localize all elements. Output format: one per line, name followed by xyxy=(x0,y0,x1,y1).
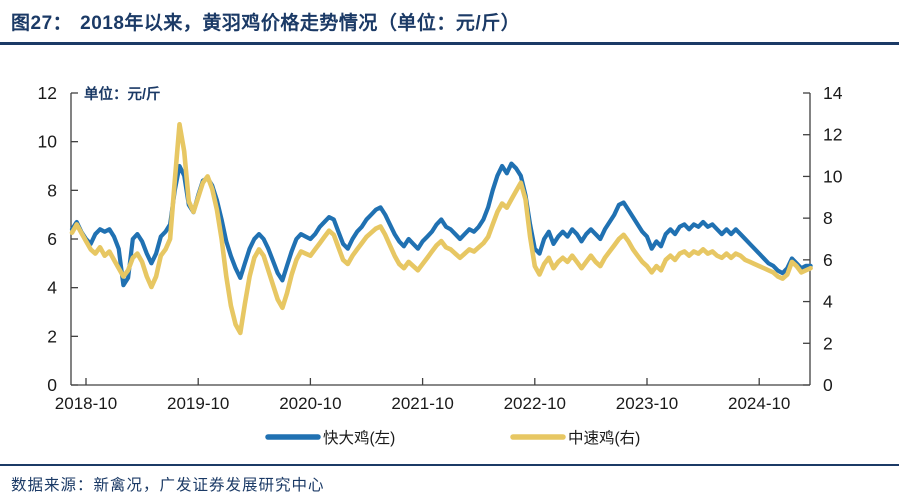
figure-title-bar: 图27： 2018年以来，黄羽鸡价格走势情况（单位：元/斤） xyxy=(0,0,899,35)
y-left-tick-label: 2 xyxy=(47,326,57,346)
y-right-tick-label: 6 xyxy=(823,250,833,270)
unit-label: 单位：元/斤 xyxy=(84,85,161,103)
figure-label: 图27： xyxy=(11,13,73,34)
legend-label-fast-big-chicken: 快大鸡(左) xyxy=(323,429,395,447)
footer-divider: 数据来源：新禽况，广发证券发展研究中心 xyxy=(0,464,899,495)
x-tick-label: 2020-10 xyxy=(279,394,341,413)
y-right-tick-label: 14 xyxy=(823,83,843,103)
x-tick-label: 2024-10 xyxy=(728,394,790,413)
x-tick-label: 2021-10 xyxy=(391,394,453,413)
y-left-tick-label: 12 xyxy=(38,83,57,103)
y-left-tick-label: 4 xyxy=(47,278,57,298)
x-tick-label: 2022-10 xyxy=(504,394,566,413)
y-right-tick-label: 0 xyxy=(823,375,833,395)
x-tick-label: 2018-10 xyxy=(55,394,117,413)
y-right-tick-label: 4 xyxy=(823,292,833,312)
y-right-tick-label: 2 xyxy=(823,333,833,353)
y-right-tick-label: 12 xyxy=(823,125,842,145)
series-line-medium-speed-chicken xyxy=(69,122,813,336)
y-left-tick-label: 0 xyxy=(47,375,57,395)
data-source-text: 数据来源：新禽况，广发证券发展研究中心 xyxy=(11,477,325,494)
x-tick-label: 2019-10 xyxy=(167,394,229,413)
title-divider xyxy=(0,42,899,45)
y-left-tick-label: 6 xyxy=(47,229,57,249)
legend-label-medium-speed-chicken: 中速鸡(右) xyxy=(568,429,640,447)
figure-title: 2018年以来，黄羽鸡价格走势情况（单位：元/斤） xyxy=(80,13,521,34)
y-right-tick-label: 8 xyxy=(823,208,833,228)
x-tick-label: 2023-10 xyxy=(616,394,678,413)
y-left-tick-label: 8 xyxy=(47,180,57,200)
y-right-tick-label: 10 xyxy=(823,166,843,186)
series-line-fast-big-chicken xyxy=(69,161,813,288)
y-left-tick-label: 10 xyxy=(38,132,58,152)
